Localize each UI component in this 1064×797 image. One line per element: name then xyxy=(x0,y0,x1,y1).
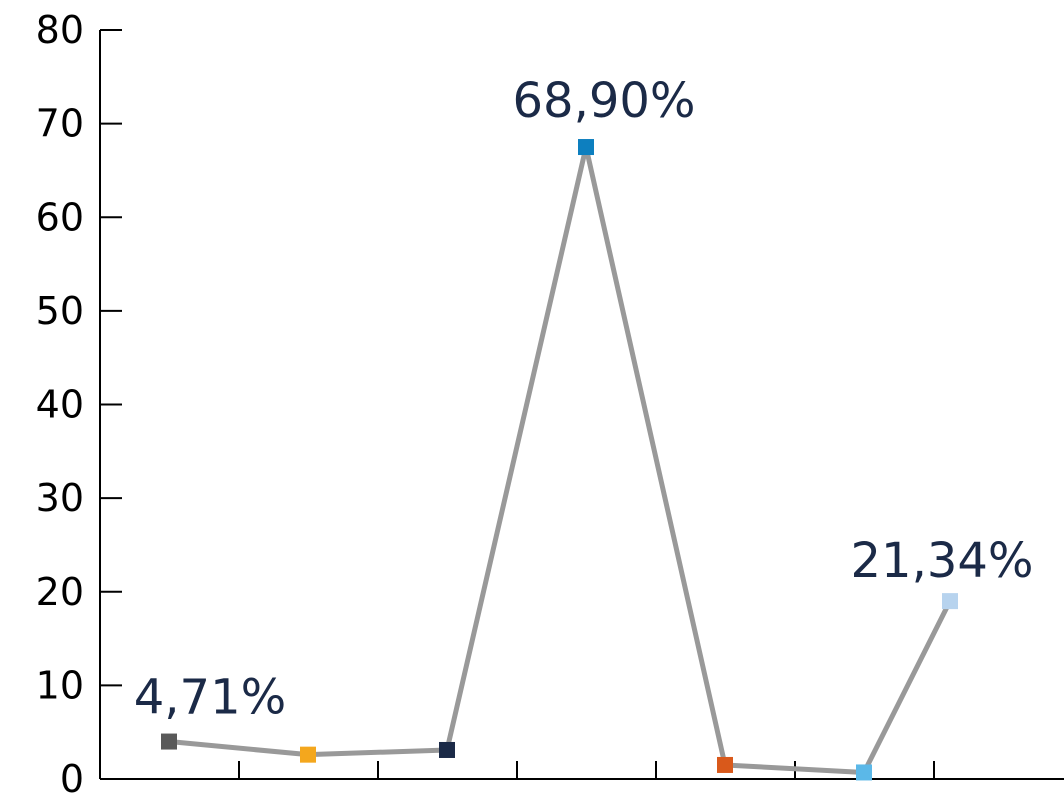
data-point-marker xyxy=(717,756,733,773)
data-point-marker xyxy=(578,139,594,156)
y-ticks: 0 10 20 30 40 50 60 70 80 xyxy=(36,8,122,797)
y-tick-label: 0 xyxy=(60,757,84,797)
y-tick-label: 50 xyxy=(36,289,84,333)
x-ticks xyxy=(238,761,935,779)
data-label: 68,90% xyxy=(512,73,695,129)
y-tick-label: 30 xyxy=(36,476,84,520)
y-tick-label: 10 xyxy=(36,663,84,707)
data-point-marker xyxy=(161,733,177,750)
series xyxy=(161,139,958,781)
data-labels: 4,71% 68,90% 21,34% xyxy=(134,73,1034,726)
data-point-marker xyxy=(439,741,455,758)
y-tick-label: 80 xyxy=(36,8,84,52)
y-tick-label: 40 xyxy=(36,383,84,427)
data-label: 21,34% xyxy=(850,533,1033,589)
data-label: 4,71% xyxy=(134,670,286,726)
y-tick-label: 70 xyxy=(36,102,84,146)
y-tick-label: 60 xyxy=(36,195,84,239)
data-point-marker xyxy=(856,764,872,781)
data-point-marker xyxy=(942,593,958,610)
data-point-marker xyxy=(300,746,316,763)
y-tick-label: 20 xyxy=(36,570,84,614)
